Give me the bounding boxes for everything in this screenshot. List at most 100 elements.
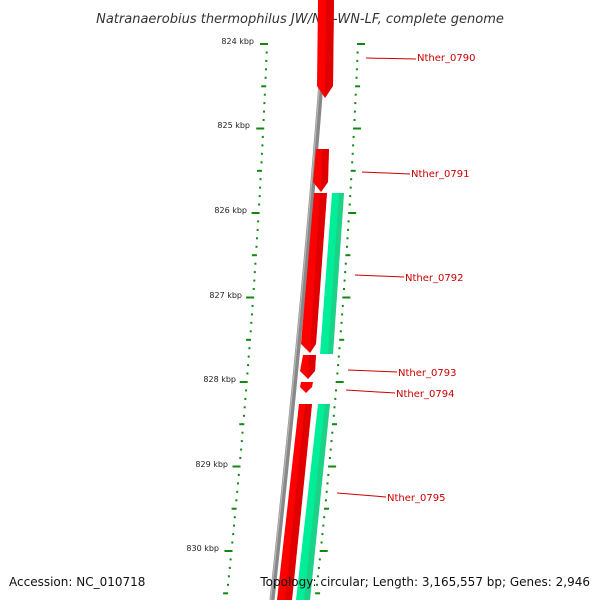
right-track-tick	[340, 321, 343, 324]
right-track-tick	[334, 397, 337, 400]
gene-arrow-nther-0794[interactable]	[300, 382, 313, 393]
right-track-tick	[328, 457, 331, 459]
left-track-tick	[255, 245, 258, 248]
left-track-tick	[250, 313, 253, 316]
right-track-tick	[316, 583, 318, 586]
left-track-tick	[239, 381, 248, 383]
leader-line-nther-0791	[361, 171, 411, 175]
left-track-tick	[256, 127, 265, 130]
right-track-tick	[353, 119, 356, 121]
right-track-tick	[339, 330, 342, 333]
left-track-tick	[227, 583, 229, 586]
leader-line-nther-0793	[347, 369, 398, 373]
left-track-tick	[244, 397, 247, 400]
left-track-tick	[253, 279, 256, 282]
right-track-tick	[352, 135, 355, 138]
left-track-tick	[248, 347, 251, 350]
left-track-tick	[233, 516, 236, 519]
left-track-tick	[246, 372, 249, 375]
left-track-tick	[249, 330, 252, 333]
gene-label-nther-0791[interactable]: Nther_0791	[411, 169, 469, 180]
right-track-tick	[346, 237, 349, 240]
right-track-tick	[329, 448, 332, 451]
right-track-tick	[341, 313, 344, 316]
left-track-tick	[251, 304, 254, 307]
left-track-tick	[263, 110, 265, 113]
gene-label-nther-0793[interactable]: Nther_0793	[398, 368, 456, 379]
left-track-tick	[239, 423, 245, 426]
right-track-tick	[343, 279, 346, 282]
scale-label-830: 830 kbp	[186, 544, 219, 553]
right-track-tick	[350, 169, 356, 172]
right-track-tick	[346, 245, 348, 248]
left-track-tick	[245, 389, 248, 392]
gene-arrow-nther-0792-forward-shade	[310, 193, 327, 353]
left-track-tick	[250, 321, 253, 324]
right-track-tick	[333, 406, 336, 409]
right-track-tick	[318, 558, 321, 561]
right-track-tick	[343, 288, 345, 290]
left-track-tick	[247, 355, 250, 358]
right-track-tick	[315, 592, 321, 595]
right-track-tick	[349, 195, 352, 198]
genome-title: Natranaerobius thermophilus JW/NM-WN-LF,…	[96, 12, 504, 27]
left-track-tick	[246, 296, 255, 299]
left-track-tick	[264, 76, 267, 79]
left-track-tick	[253, 271, 256, 274]
scale-label-829: 829 kbp	[195, 460, 228, 469]
left-track-tick	[260, 152, 263, 155]
scale-label-826: 826 kbp	[214, 206, 247, 215]
left-track-tick	[229, 558, 232, 561]
gene-label-nther-0790[interactable]: Nther_0790	[417, 53, 475, 64]
left-track-tick	[243, 406, 246, 409]
right-track-tick	[335, 389, 337, 392]
right-track-tick	[351, 161, 354, 164]
left-track-tick	[260, 43, 268, 45]
right-track-tick	[328, 465, 337, 468]
right-track-tick	[330, 440, 333, 443]
right-track-tick	[324, 507, 329, 510]
left-track-tick	[223, 592, 229, 595]
right-track-tick	[331, 431, 334, 434]
right-track-tick	[355, 85, 361, 88]
tick-marks	[223, 43, 365, 595]
gene-arrow-nther-0791-shade	[321, 149, 329, 192]
left-track-tick	[237, 482, 239, 485]
left-track-tick	[247, 364, 250, 367]
right-track-tick	[357, 43, 365, 45]
left-track-tick	[251, 212, 260, 214]
right-track-tick	[351, 152, 354, 155]
left-track-tick	[232, 465, 241, 468]
right-track-tick	[344, 271, 347, 274]
right-track-tick	[325, 490, 328, 493]
right-track-tick	[353, 110, 356, 113]
right-track-tick	[349, 186, 352, 189]
gene-label-nther-0795[interactable]: Nther_0795	[387, 493, 445, 504]
right-track-tick	[319, 550, 328, 552]
gene-bar-nther-0792-reverse-shade	[328, 193, 344, 354]
leader-line-nther-0792	[354, 274, 405, 278]
left-track-tick	[261, 144, 264, 147]
right-track-tick	[322, 524, 325, 527]
right-track-tick	[355, 68, 358, 71]
right-track-tick	[344, 262, 347, 265]
right-track-tick	[356, 51, 359, 54]
right-track-tick	[323, 516, 326, 519]
gene-label-nther-0794[interactable]: Nther_0794	[396, 389, 454, 400]
right-track-tick	[327, 473, 330, 476]
left-track-tick	[231, 507, 237, 510]
gene-arrow-nther-0793-shade	[308, 355, 316, 379]
left-track-tick	[261, 85, 267, 88]
left-track-tick	[236, 490, 239, 493]
gene-bar-nther-0795-reverse-shade	[304, 404, 330, 600]
left-track-tick	[227, 575, 230, 578]
left-track-tick	[265, 51, 268, 54]
left-track-tick	[235, 499, 238, 502]
left-track-tick	[256, 228, 259, 231]
left-track-tick	[258, 195, 261, 198]
left-track-tick	[254, 262, 257, 265]
left-track-tick	[251, 254, 257, 257]
right-track-tick	[320, 541, 323, 544]
gene-label-nther-0792[interactable]: Nther_0792	[405, 273, 463, 284]
